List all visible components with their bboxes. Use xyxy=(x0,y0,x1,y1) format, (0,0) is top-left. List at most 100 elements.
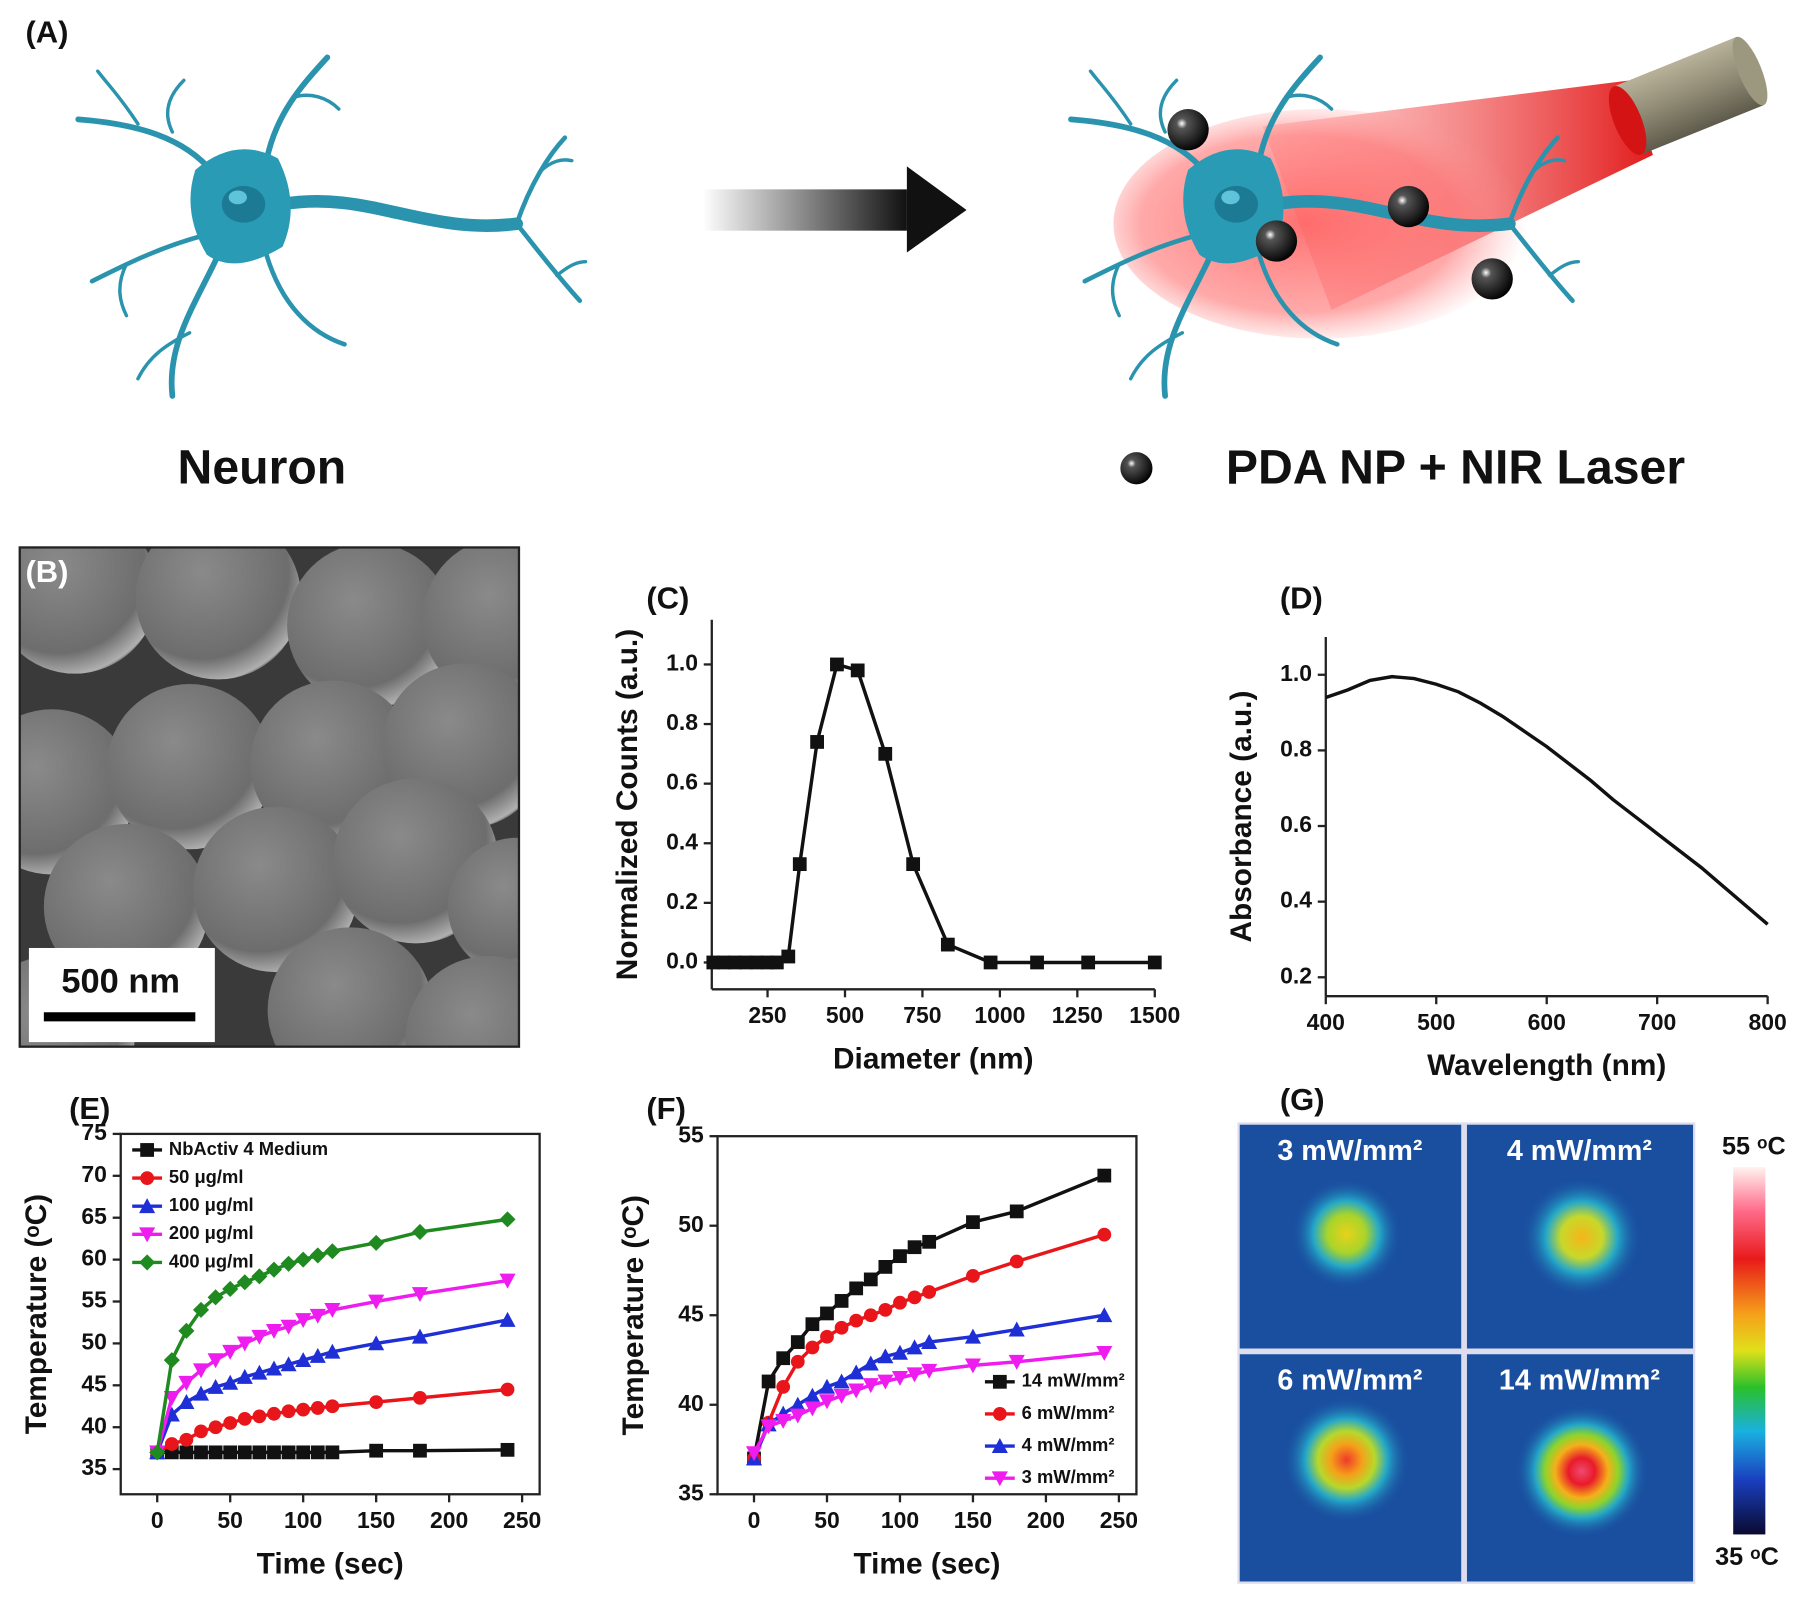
illustration-part xyxy=(405,956,519,1047)
y-tick-label: 0.8 xyxy=(666,709,698,735)
marker xyxy=(906,1339,923,1355)
y-axis-label: Normalized Counts (a.u.) xyxy=(611,629,644,980)
x-tick-label: 600 xyxy=(1528,1009,1566,1035)
legend-label: 14 mW/mm² xyxy=(1022,1370,1125,1391)
panel-label: (G) xyxy=(1280,1082,1325,1117)
marker xyxy=(706,955,721,970)
x-axis-label: Time (sec) xyxy=(853,1547,1000,1580)
hot-spot xyxy=(1522,1177,1642,1297)
marker xyxy=(265,1261,283,1278)
marker xyxy=(830,657,844,672)
marker xyxy=(281,1404,296,1419)
y-axis-label: Absorbance (a.u.) xyxy=(1225,691,1258,943)
marker xyxy=(325,1445,340,1460)
marker xyxy=(295,1352,312,1368)
marker xyxy=(891,1371,909,1386)
x-tick-label: 200 xyxy=(1027,1507,1065,1533)
marker xyxy=(192,1363,210,1379)
panel-label: (F) xyxy=(646,1091,686,1126)
marker xyxy=(789,1396,806,1412)
legend-marker xyxy=(140,1171,155,1185)
panel-label: (B) xyxy=(25,554,68,589)
x-tick-label: 150 xyxy=(954,1507,992,1533)
marker xyxy=(208,1445,223,1460)
marker xyxy=(411,1223,428,1240)
y-tick-label: 35 xyxy=(81,1454,107,1480)
marker xyxy=(251,1364,268,1380)
marker xyxy=(862,1355,879,1371)
marker xyxy=(499,1211,516,1228)
legend-label: 400 μg/ml xyxy=(169,1250,254,1271)
y-tick-label: 0.4 xyxy=(1280,887,1312,913)
nanoparticle xyxy=(1387,185,1430,228)
illustration-part xyxy=(193,806,359,973)
marker xyxy=(983,955,998,970)
marker xyxy=(178,1322,195,1339)
marker xyxy=(310,1445,325,1460)
marker xyxy=(1147,955,1162,970)
marker xyxy=(179,1432,194,1447)
y-axis-label: Temperature (ᵒC) xyxy=(617,1195,650,1435)
marker xyxy=(878,746,893,761)
legend-marker xyxy=(139,1254,156,1271)
legend-label: 100 μg/ml xyxy=(169,1194,254,1215)
marker xyxy=(324,1303,341,1318)
marker xyxy=(324,1343,341,1359)
marker xyxy=(792,857,807,872)
x-tick-label: 1000 xyxy=(974,1002,1025,1028)
marker xyxy=(878,1260,893,1274)
marker xyxy=(863,1308,878,1323)
marker xyxy=(207,1378,224,1394)
colorbar xyxy=(1733,1167,1766,1535)
laser-back xyxy=(1732,36,1768,106)
marker xyxy=(964,1328,981,1344)
marker xyxy=(834,1320,849,1335)
sem-image xyxy=(19,547,519,1047)
marker xyxy=(223,1416,238,1430)
marker xyxy=(848,1364,865,1380)
marker xyxy=(966,1215,980,1230)
marker xyxy=(964,1358,981,1374)
marker xyxy=(921,1363,938,1379)
legend-nanoparticle xyxy=(1120,452,1153,485)
nanoparticle xyxy=(1167,109,1209,151)
legend-label: 3 mW/mm² xyxy=(1022,1466,1115,1487)
y-tick-label: 0.2 xyxy=(666,888,698,914)
marker xyxy=(178,1394,195,1409)
marker xyxy=(237,1445,252,1460)
marker xyxy=(834,1294,849,1308)
panel-label: (C) xyxy=(646,580,689,615)
illustration-part xyxy=(43,824,210,990)
marker xyxy=(776,1379,791,1394)
x-tick-label: 100 xyxy=(284,1507,322,1533)
marker xyxy=(251,1329,268,1345)
marker xyxy=(1096,1307,1113,1323)
y-tick-label: 45 xyxy=(678,1300,704,1326)
marker xyxy=(369,1443,384,1458)
x-axis-label: Wavelength (nm) xyxy=(1427,1049,1666,1082)
marker xyxy=(1008,1321,1025,1337)
hot-spot xyxy=(1515,1404,1649,1538)
x-tick-label: 1500 xyxy=(1129,1002,1180,1028)
marker xyxy=(309,1308,326,1324)
marker xyxy=(907,1290,922,1305)
marker xyxy=(775,1413,792,1429)
marker xyxy=(369,1395,384,1409)
marker xyxy=(252,1445,267,1460)
y-tick-label: 0.6 xyxy=(1280,811,1312,837)
marker xyxy=(760,1419,777,1435)
hot-spot xyxy=(1291,1178,1402,1289)
marker xyxy=(310,1401,325,1415)
legend-label: 200 μg/ml xyxy=(169,1222,254,1243)
panel-label: (E) xyxy=(69,1091,110,1126)
marker xyxy=(500,1442,515,1457)
marker xyxy=(940,937,955,952)
x-tick-label: 500 xyxy=(826,1002,864,1028)
y-tick-label: 1.0 xyxy=(666,650,698,676)
legend-label: 6 mW/mm² xyxy=(1022,1402,1115,1423)
series-line xyxy=(155,1318,508,1453)
marker xyxy=(207,1289,224,1306)
x-tick-label: 750 xyxy=(903,1002,941,1028)
marker xyxy=(223,1445,238,1460)
